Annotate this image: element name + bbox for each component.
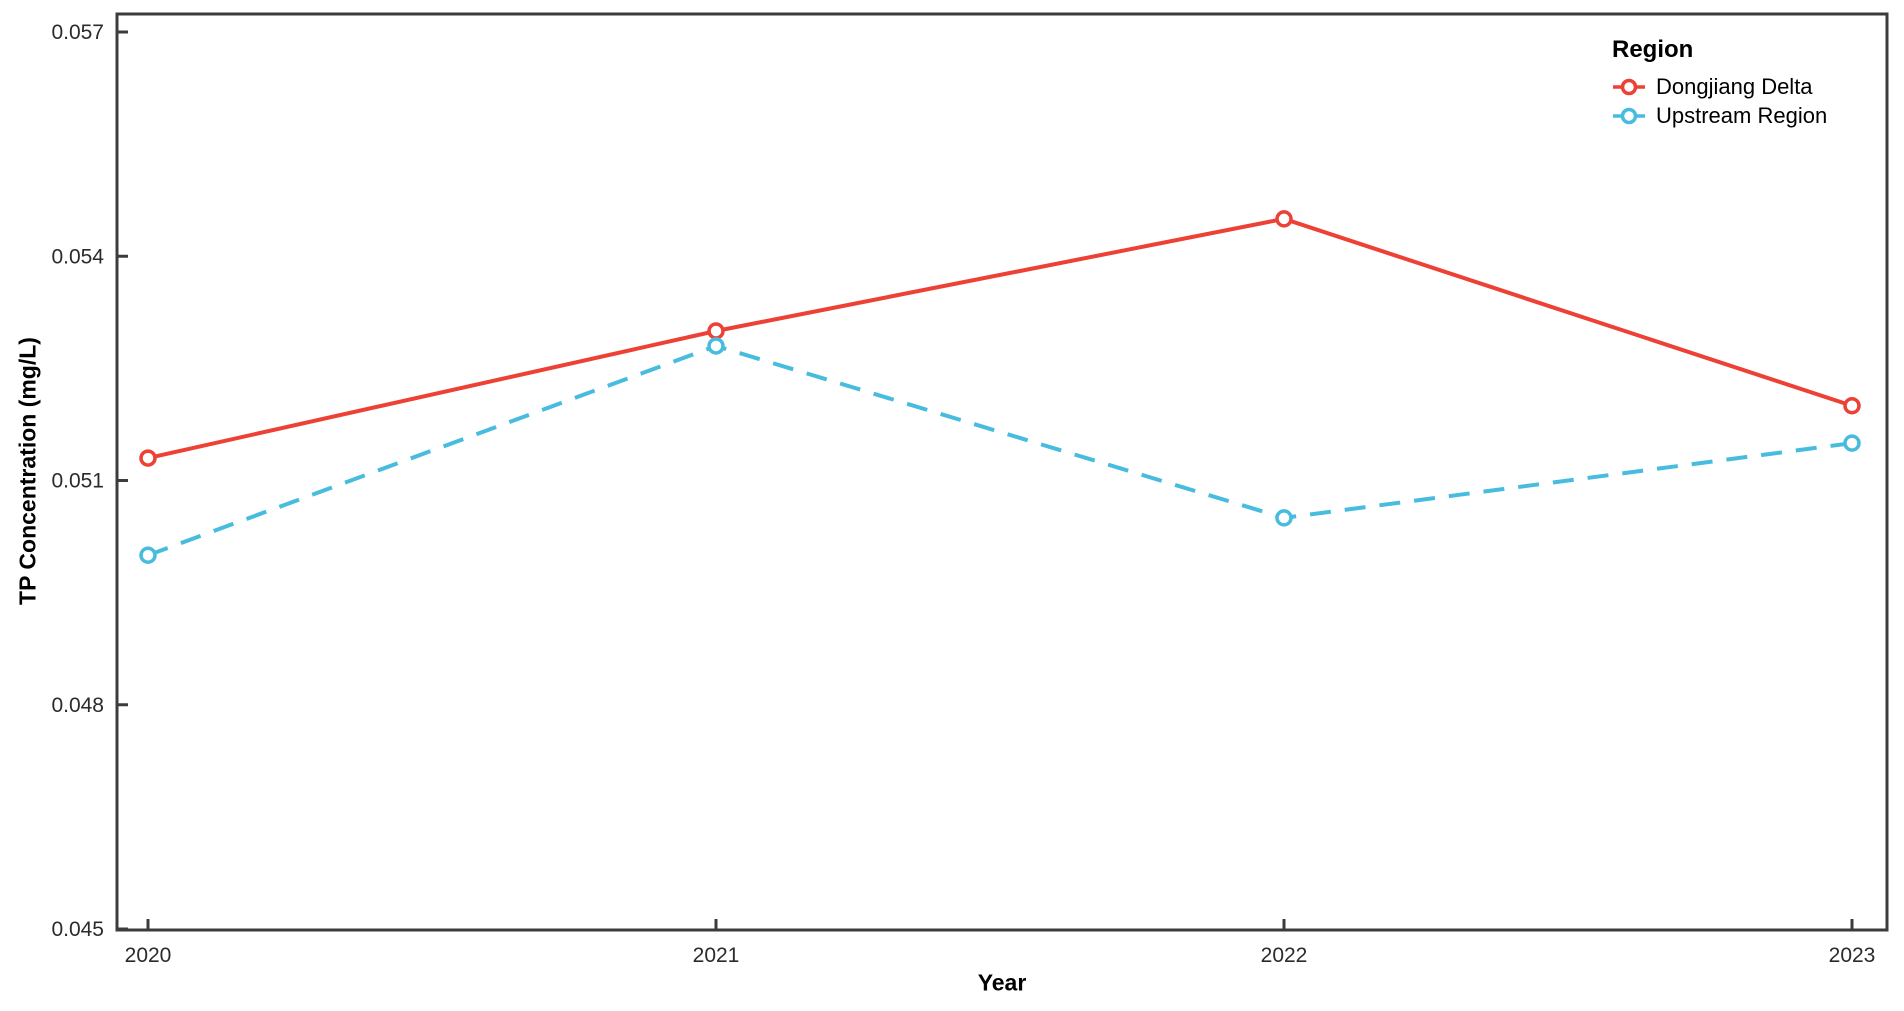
legend-marker-dongjiang-delta: [1613, 78, 1645, 95]
data-point-dongjiang-delta-2021: [707, 322, 725, 340]
x-axis-title: Year: [977, 969, 1027, 996]
x-tick-label: 2022: [1261, 944, 1308, 967]
legend-title: Region: [1612, 36, 1694, 63]
series-line-upstream-region: [147, 343, 1853, 558]
y-tick-label: 0.054: [51, 245, 104, 268]
tick-labels: 0.045 0.048 0.051 0.054 0.057 2020 2021 2022 202…: [51, 21, 1875, 967]
data-point-upstream-region-2021: [707, 337, 725, 355]
data-point-dongjiang-delta-2020: [139, 449, 157, 467]
legend-item-upstream-region: Upstream Region: [1612, 101, 1827, 130]
legend-item-dongjiang-delta: Dongjiang Delta: [1612, 72, 1827, 101]
y-tick-label: 0.045: [51, 918, 104, 941]
series-lines: [139, 210, 1861, 564]
legend-label-upstream-region: Upstream Region: [1656, 102, 1828, 128]
y-tick-label: 0.051: [51, 470, 104, 493]
data-point-upstream-region-2022: [1275, 509, 1293, 527]
y-tick-label: 0.048: [51, 694, 104, 717]
axes-ticks: [117, 30, 1854, 931]
legend-marker-upstream-region: [1613, 107, 1645, 124]
panel-border: [115, 12, 1889, 932]
y-axis-title: TP Concentration (mg/L): [14, 337, 41, 605]
data-point-upstream-region-2020: [139, 546, 157, 564]
x-tick-label: 2023: [1829, 944, 1876, 967]
x-tick-label: 2020: [125, 944, 172, 967]
data-point-dongjiang-delta-2023: [1843, 397, 1861, 415]
data-point-upstream-region-2023: [1843, 434, 1861, 452]
x-tick-label: 2021: [693, 944, 740, 967]
legend-label-dongjiang-delta: Dongjiang Delta: [1656, 73, 1813, 99]
y-tick-label: 0.057: [51, 21, 104, 44]
plot-panel-border: [115, 12, 1889, 932]
legend: Region Dongjiang Delta Upstream Region: [1612, 36, 1827, 130]
data-point-dongjiang-delta-2022: [1275, 210, 1293, 228]
series-line-dongjiang-delta: [147, 216, 1853, 461]
